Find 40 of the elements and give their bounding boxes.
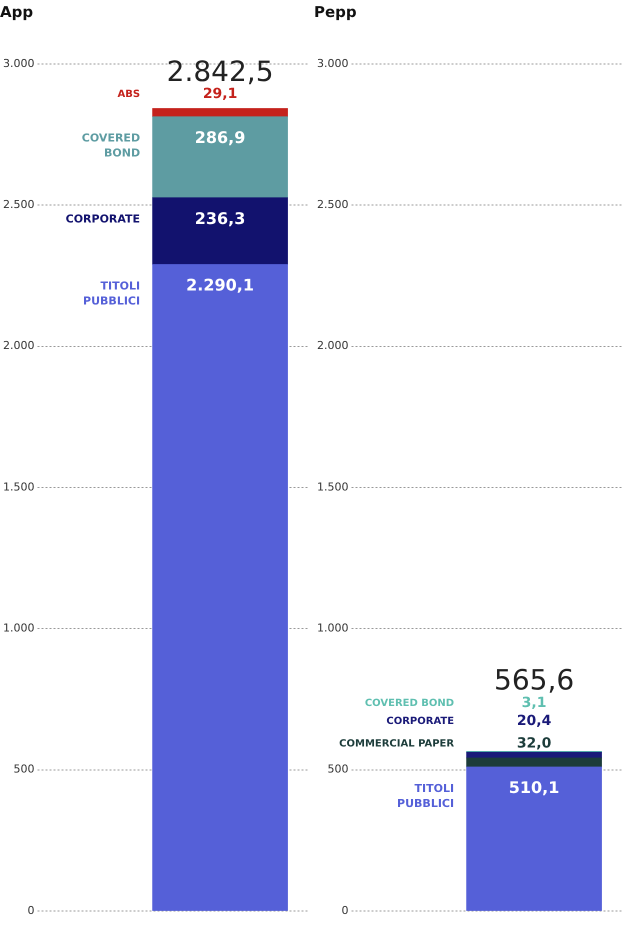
- y-tick-label: 1.000: [316, 622, 348, 635]
- chart-title: Pepp: [314, 2, 357, 21]
- text: CORPORATE: [386, 716, 454, 727]
- y-tick-label: 1.500: [316, 480, 348, 494]
- y-tick-label: 1.000: [2, 622, 34, 635]
- data-label: 3,1: [522, 694, 546, 711]
- total-label: 2.842,5: [166, 54, 274, 88]
- series-label: TITOLI PUBBLICI: [83, 279, 140, 308]
- series-label: CORPORATE: [66, 212, 140, 226]
- data-label: 32,0: [516, 736, 552, 752]
- data-label: 236,3: [194, 208, 246, 228]
- data-label: 20,4: [516, 712, 552, 729]
- y-tick-label: 1.500: [2, 480, 34, 494]
- y-tick-label: 2.500: [316, 198, 348, 212]
- chart-title: App: [0, 2, 34, 21]
- y-tick-label: 500: [13, 762, 34, 776]
- y-tick-label: 0: [341, 904, 348, 917]
- total-label: 565,6: [494, 664, 574, 697]
- bar: [152, 264, 288, 911]
- bar: [152, 197, 288, 265]
- y-tick-label: 3.000: [2, 56, 34, 70]
- bar: [466, 766, 602, 911]
- bar: [152, 116, 288, 198]
- text: COVERED BOND: [364, 698, 454, 709]
- data-label: 286,9: [194, 128, 246, 147]
- data-label: 2.290,1: [186, 276, 254, 295]
- y-tick-label: 500: [327, 762, 348, 776]
- y-tick-label: 0: [27, 904, 34, 917]
- y-tick-label: 2.000: [2, 339, 34, 352]
- series-label: TITOLI PUBBLICI: [397, 782, 454, 810]
- bar: [466, 758, 602, 768]
- series-label: COMMERCIAL PAPER: [339, 738, 454, 750]
- series-label: COVERED BOND: [82, 132, 140, 160]
- data-label: 510,1: [508, 778, 560, 798]
- bar: [152, 108, 288, 118]
- y-tick-label: 2.000: [316, 339, 348, 352]
- data-label: 29,1: [202, 86, 238, 102]
- series-label: ABS: [118, 89, 140, 100]
- y-tick-label: 2.500: [2, 198, 34, 212]
- y-tick-label: 3.000: [316, 56, 348, 70]
